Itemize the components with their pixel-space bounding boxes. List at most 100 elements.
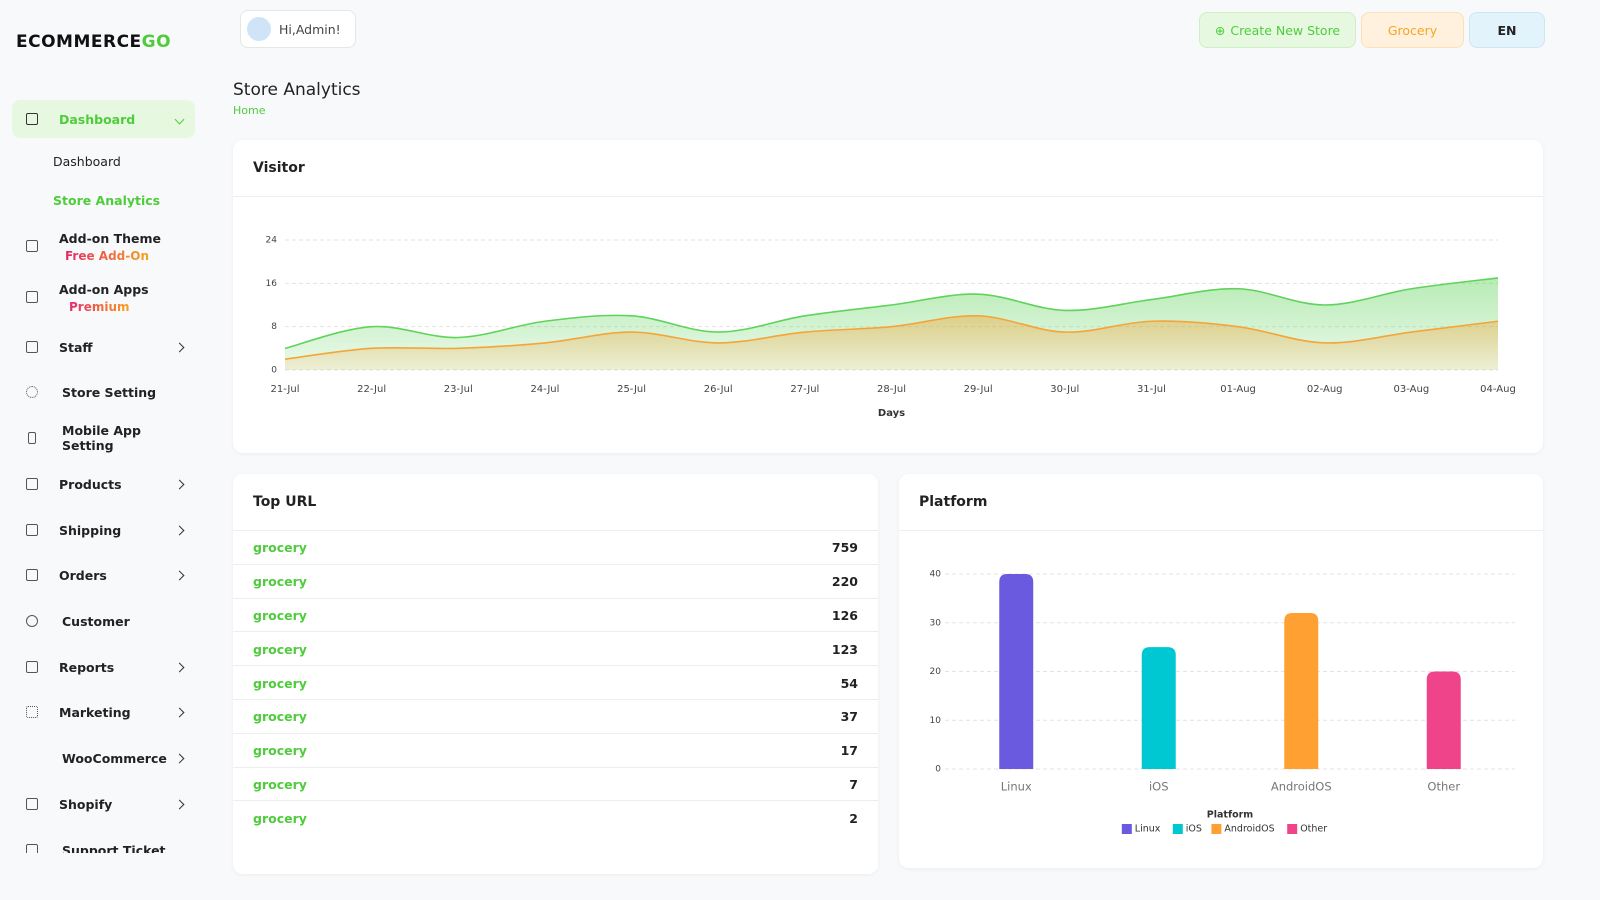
menu-item[interactable]: Staff [12,336,195,358]
menu-item[interactable]: Dashboard [12,100,195,138]
card-title: Top URL [253,494,317,510]
menu-item[interactable]: Shipping [12,519,195,541]
menu-item[interactable]: Customer [12,610,195,632]
submenu-item[interactable]: Store Analytics [53,193,161,208]
menu-label: WooCommerce [62,750,167,766]
menu-item[interactable]: WooCommerce [12,747,195,769]
x-tick-label: 29-Jul [964,384,993,395]
language-select[interactable]: EN [1469,12,1545,48]
menu-badge: Premium [69,300,130,314]
url-text: grocery [253,709,307,725]
url-count: 37 [840,709,858,725]
menu-label: Add-on Theme [59,231,162,246]
url-row: grocery 54 [233,665,878,700]
visitor-chart: 0 8 16 24 21-Jul 22-Jul 23-Jul 24-Jul 25-Jul 26-J… [266,236,1516,420]
sidebar: Dashboard Dashboard Store Analytics Add-… [0,95,215,853]
url-text: grocery [253,574,307,590]
url-count: 7 [849,776,858,792]
avatar [247,17,271,41]
y-tick-label: 30 [930,618,942,628]
url-text: grocery [253,743,307,759]
logo-main: ECOMMERCE [16,32,142,52]
url-text: grocery [253,641,307,657]
language-label: EN [1497,22,1517,38]
url-row: grocery 759 [233,530,878,565]
submenu-item[interactable]: Dashboard [53,154,121,169]
url-text: grocery [253,540,307,556]
visitor-card: Visitor 0 8 16 24 21-Jul 22-Jul 23-Jul 24-Jul 25… [233,140,1543,453]
menu-item[interactable]: Add-on Apps Premium [12,279,195,315]
x-tick-label: 23-Jul [444,384,473,395]
x-tick-label: 03-Aug [1394,384,1430,395]
menu-item[interactable]: Store Setting [12,381,195,403]
url-count: 2 [849,810,858,826]
x-tick-label: 31-Jul [1137,384,1166,395]
y-tick-label: 24 [266,236,278,246]
menu-item[interactable]: Reports [12,656,195,678]
url-count: 126 [831,607,858,623]
platform-chart: 0 10 20 30 40 Linux iOS AndroidOS Other Platform L… [930,570,1515,835]
x-tick-label: 24-Jul [530,384,559,395]
y-tick-label: 20 [930,667,942,677]
menu-badge: Free Add-On [65,249,149,263]
menu-item[interactable]: Marketing [12,701,195,723]
menu-label: Add-on Apps [59,282,149,297]
menu-label: Dashboard [59,111,136,127]
x-tick-label: iOS [1149,780,1169,794]
menu-label: Mobile App Setting [62,423,141,453]
menu-item[interactable]: Support Ticket [12,839,195,853]
breadcrumb[interactable]: Home [233,104,266,117]
menu-label: Reports [59,659,115,675]
url-row: grocery 2 [233,800,878,835]
url-text: grocery [253,810,307,826]
x-tick-label: 28-Jul [877,384,906,395]
line [284,315,1499,360]
url-row: grocery 37 [233,699,878,734]
menu-item[interactable]: Add-on Theme Free Add-On [12,228,195,264]
legend-label: iOS [1186,824,1202,835]
x-tick-label: 04-Aug [1480,384,1516,395]
menu-item[interactable]: Products [12,473,195,495]
legend-swatch [1121,824,1132,834]
x-axis-label: Days [878,408,905,419]
create-store-button[interactable]: ⊕ Create New Store [1199,12,1356,48]
menu-label: Marketing [59,704,131,720]
url-count: 54 [840,675,858,691]
menu-label: Store Setting [62,384,157,400]
menu-item[interactable]: Orders [12,564,195,586]
url-row: grocery 7 [233,766,878,802]
url-row: grocery 17 [233,732,878,768]
x-tick-label: AndroidOS [1271,780,1332,794]
url-text: grocery [253,607,307,623]
url-row: grocery 126 [233,597,878,633]
legend-swatch [1211,824,1222,834]
store-label: Grocery [1387,22,1438,38]
menu-label: Products [59,476,122,492]
x-tick-label: 02-Aug [1307,384,1343,395]
legend-title: Platform [1207,810,1254,821]
x-tick-label: 26-Jul [704,384,733,395]
menu-item[interactable]: Shopify [12,793,195,815]
menu-label: Customer [62,613,130,629]
url-count: 123 [831,641,858,657]
x-tick-label: 25-Jul [617,384,646,395]
legend-swatch [1287,824,1298,834]
store-select[interactable]: Grocery [1361,12,1464,48]
card-title: Platform [919,494,988,510]
menu-item[interactable]: Mobile App Setting [12,423,195,453]
y-tick-label: 8 [271,322,277,332]
menu-label: Shopify [59,796,113,812]
y-tick-label: 16 [266,279,278,289]
legend-swatch [1172,824,1183,834]
y-tick-label: 0 [271,366,277,376]
x-tick-label: 27-Jul [790,384,819,395]
page-title: Store Analytics [233,80,361,100]
platform-card: Platform 0 10 20 30 40 Linux iOS AndroidOS Other… [899,474,1543,868]
url-count: 759 [831,540,858,556]
profile-menu[interactable]: Hi,Admin! [240,10,356,48]
menu-label: Shipping [59,522,122,538]
y-tick-label: 40 [930,570,942,580]
legend-label: Other [1300,824,1327,835]
url-count: 220 [831,574,858,590]
